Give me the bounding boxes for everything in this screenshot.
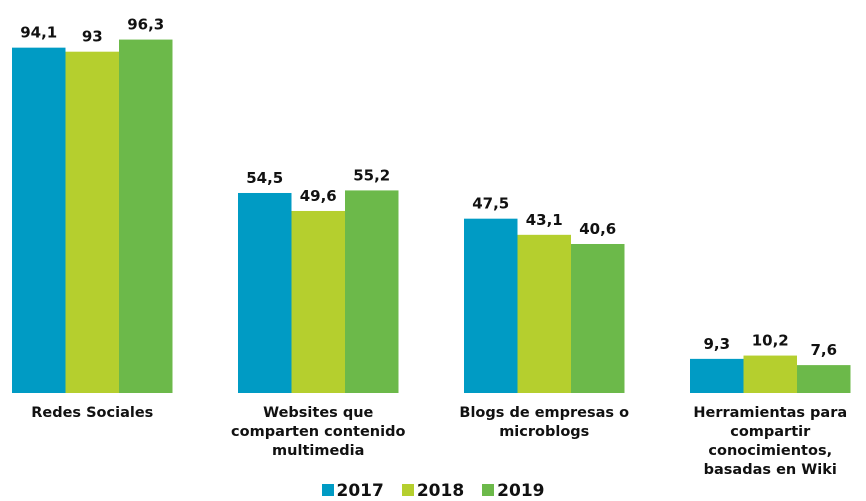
legend-label: 2019 [497,481,545,501]
bar [65,51,119,393]
x-tick-label: Herramientas para compartir conocimiento… [693,405,848,478]
value-label: 40,6 [579,220,616,238]
bar [743,355,797,393]
x-tick-label: Blogs de empresas o microblogs [459,405,630,440]
value-label: 49,6 [300,187,337,205]
legend-item: 2017 [321,481,384,501]
bar [119,39,173,393]
value-label: 93 [82,28,103,46]
bar [12,47,66,393]
bar [571,243,625,393]
bar [345,190,399,393]
legend-swatch [482,484,495,496]
value-label: 94,1 [20,24,57,42]
legend-label: 2017 [336,481,384,501]
value-label: 10,2 [752,332,789,350]
legend-label: 2018 [416,481,465,501]
x-tick-label: Redes Sociales [31,405,154,421]
bar [690,358,744,393]
chart: 94,1 93 96,3 54,5 49,6 55,2 47,5 43,1 40,6 9,3 10,… [12,16,851,393]
bar [517,234,571,393]
value-label: 96,3 [127,16,164,34]
value-label: 54,5 [246,169,283,187]
bar [464,218,518,393]
bar [797,365,851,393]
value-label: 7,6 [810,341,837,359]
legend-swatch [321,484,334,496]
bar [238,192,292,393]
legend-item: 2018 [401,481,465,501]
legend-item: 2019 [482,481,544,501]
bar [291,210,345,393]
legend: 2017 2018 2019 [0,481,866,501]
value-label: 55,2 [353,166,390,184]
value-label: 9,3 [703,335,730,353]
value-label: 47,5 [472,195,509,213]
x-tick-label: Websites que comparten contenido multime… [231,405,406,459]
legend-swatch [401,484,414,496]
value-label: 43,1 [526,211,563,229]
